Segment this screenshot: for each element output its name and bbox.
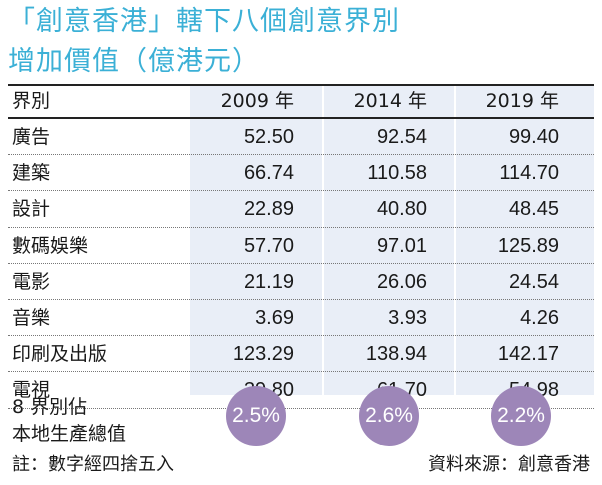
gdp-share-circle-2019: 2.2% bbox=[491, 386, 551, 446]
row-value: 142.17 bbox=[497, 343, 559, 366]
table-row: 電影 21.19 26.06 24.54 bbox=[0, 264, 602, 300]
table-row: 數碼娛樂 57.70 97.01 125.89 bbox=[0, 228, 602, 264]
column-background-2009 bbox=[190, 85, 322, 395]
row-value: 26.06 bbox=[376, 270, 427, 293]
row-label: 廣告 bbox=[12, 126, 51, 148]
row-label: 印刷及出版 bbox=[12, 343, 108, 366]
header-year-2019: 2019 年 bbox=[485, 90, 559, 112]
row-separator bbox=[8, 371, 594, 373]
row-label: 音樂 bbox=[12, 307, 51, 329]
table-row: 建築 66.74 110.58 114.70 bbox=[0, 155, 602, 191]
row-value: 57.70 bbox=[243, 234, 294, 257]
row-value: 4.26 bbox=[520, 307, 559, 329]
row-value: 22.89 bbox=[243, 198, 294, 221]
gdp-share-circle-2014: 2.6% bbox=[359, 386, 419, 446]
row-value: 21.19 bbox=[243, 270, 294, 293]
chart-title-line2: 增加價值（億港元） bbox=[8, 46, 260, 77]
header-year-2009: 2009 年 bbox=[220, 90, 294, 112]
gdp-share-circle-2009: 2.5% bbox=[226, 386, 286, 446]
row-value: 3.69 bbox=[255, 307, 294, 329]
row-value: 52.50 bbox=[243, 126, 294, 148]
table-row: 音樂 3.69 3.93 4.26 bbox=[0, 300, 602, 336]
row-value: 48.45 bbox=[508, 198, 559, 221]
gdp-share-label-line2: 本地生產總值 bbox=[12, 423, 127, 445]
row-value: 125.89 bbox=[497, 234, 559, 257]
table-row: 廣告 52.50 92.54 99.40 bbox=[0, 119, 602, 155]
row-value: 97.01 bbox=[376, 234, 427, 257]
row-separator bbox=[8, 154, 594, 156]
table-row: 設計 22.89 40.80 48.45 bbox=[0, 191, 602, 227]
row-label: 數碼娛樂 bbox=[12, 234, 89, 257]
row-value: 110.58 bbox=[367, 162, 427, 185]
row-label: 電影 bbox=[12, 270, 51, 293]
row-value: 66.74 bbox=[243, 162, 294, 185]
table-top-rule bbox=[8, 84, 594, 86]
footnote: 註：數字經四捨五入 bbox=[12, 454, 174, 475]
row-value: 123.29 bbox=[232, 343, 294, 366]
gdp-share-label-line1: 8 界別佔 bbox=[12, 396, 88, 418]
header-year-2014: 2014 年 bbox=[353, 90, 427, 112]
chart-title-line1: 「創意香港」轄下八個創意界別 bbox=[8, 6, 400, 37]
row-value: 40.80 bbox=[376, 198, 427, 221]
row-separator bbox=[8, 335, 594, 337]
row-label: 建築 bbox=[12, 162, 51, 185]
column-background-2019 bbox=[456, 85, 594, 395]
row-value: 3.93 bbox=[388, 307, 427, 329]
row-value: 114.70 bbox=[499, 162, 559, 185]
row-separator bbox=[8, 262, 594, 264]
row-label: 電視 bbox=[12, 379, 51, 402]
row-value: 138.94 bbox=[365, 343, 427, 366]
row-separator bbox=[8, 190, 594, 192]
row-value: 99.40 bbox=[508, 126, 559, 148]
row-value: 24.54 bbox=[508, 270, 559, 293]
row-label: 設計 bbox=[12, 198, 51, 221]
column-background-2014 bbox=[324, 85, 454, 395]
header-bottom-rule bbox=[8, 117, 594, 119]
row-separator bbox=[8, 299, 594, 300]
source-note: 資料來源：創意香港 bbox=[428, 454, 590, 475]
row-separator bbox=[8, 407, 594, 409]
table-row: 印刷及出版 123.29 138.94 142.17 bbox=[0, 336, 602, 372]
row-separator bbox=[8, 226, 594, 228]
header-category: 界別 bbox=[12, 90, 51, 112]
row-value: 92.54 bbox=[376, 126, 427, 148]
